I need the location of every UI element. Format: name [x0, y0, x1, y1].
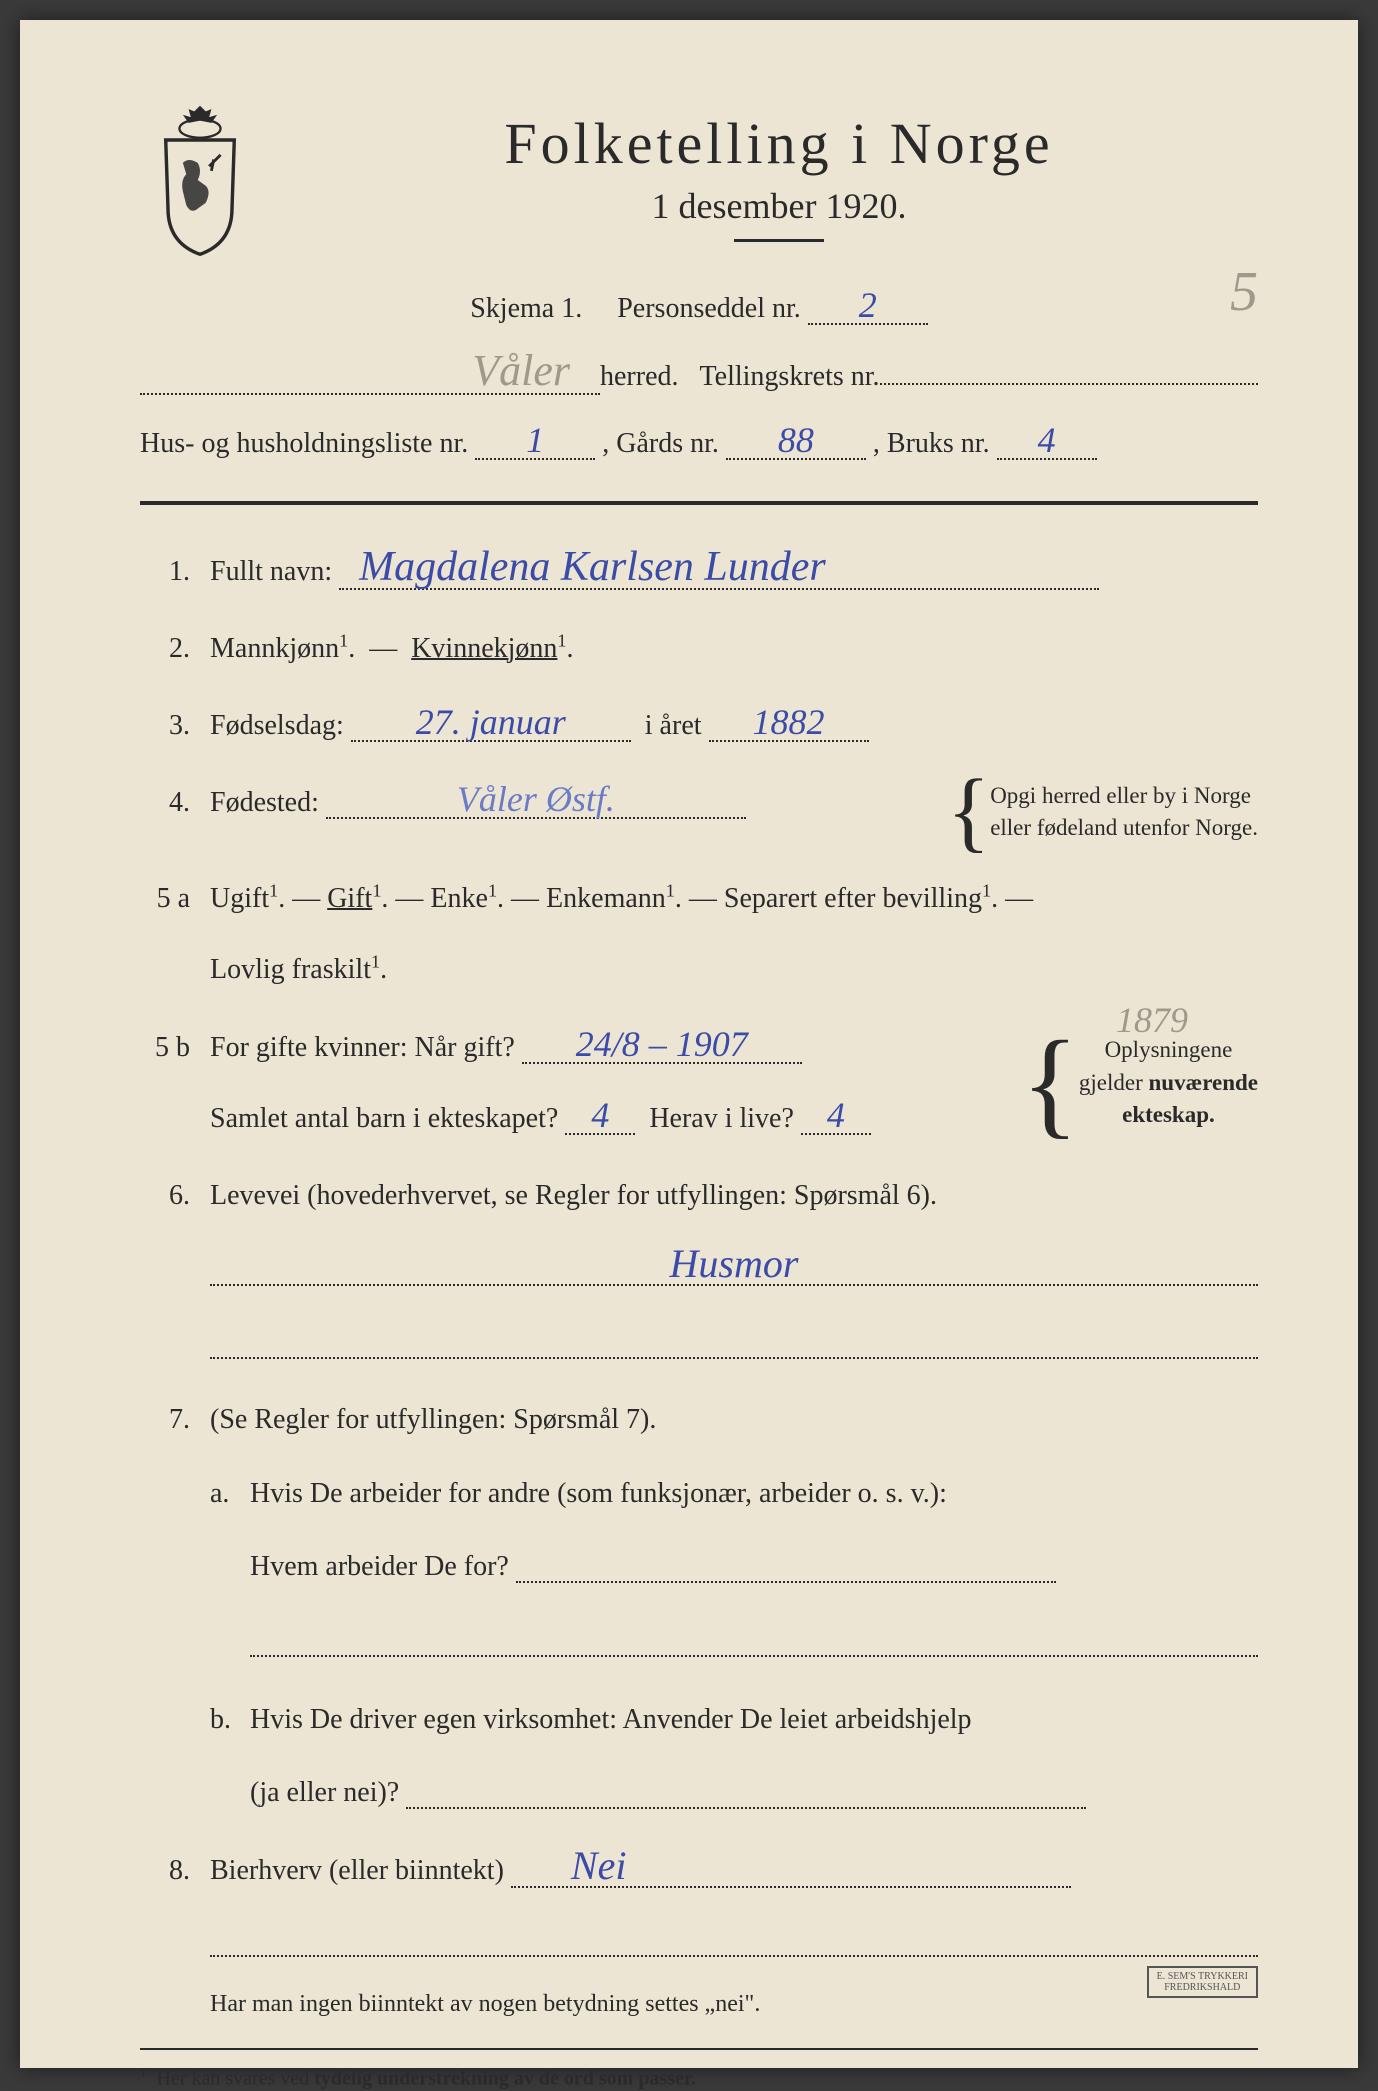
personseddel-label: Personseddel nr. — [617, 293, 801, 324]
q7b-label: b. — [210, 1693, 250, 1819]
pencil-year: 1879 — [1116, 986, 1188, 1054]
q5b-label1: For gifte kvinner: Når gift? — [210, 1032, 515, 1063]
q7b-text: Hvis De driver egen virksomhet: Anvender… — [250, 1693, 1258, 1746]
gards-label: , Gårds nr. — [602, 428, 719, 459]
q8-num: 8. — [140, 1844, 210, 1967]
census-form-page: Folketelling i Norge 1 desember 1920. Sk… — [20, 20, 1358, 2068]
printer-stamp: E. SEM'S TRYKKERI FREDRIKSHALD — [1147, 1966, 1258, 1998]
main-title: Folketelling i Norge — [300, 110, 1258, 177]
q4-note1: Opgi herred eller by i Norge — [990, 780, 1258, 812]
q4-value: Våler Østf. — [457, 779, 615, 819]
brace-icon: { — [947, 776, 990, 848]
q4-row: 4. Fødested: Våler Østf. { Opgi herred e… — [140, 776, 1258, 848]
q8-label: Bierhverv (eller biinntekt) — [210, 1855, 504, 1886]
q5a-row: 5 a Ugift1. — Gift1. — Enke1. — Enkemann… — [140, 872, 1258, 996]
q7a-label: a. — [210, 1467, 250, 1668]
q1-label: Fullt navn: — [210, 556, 332, 587]
q5a-opts: Ugift1. — Gift1. — Enke1. — Enkemann1. —… — [210, 872, 1258, 925]
census-date: 1 desember 1920. — [300, 185, 1258, 227]
title-divider — [734, 239, 824, 242]
husliste-line: Hus- og husholdningsliste nr. 1 , Gårds … — [140, 417, 1258, 470]
q7-intro: (Se Regler for utfyllingen: Spørsmål 7). — [210, 1393, 1258, 1446]
divider-bottom — [140, 2048, 1258, 2050]
q7-num: 7. — [140, 1393, 210, 1819]
skjema-line: Skjema 1. Personseddel nr. 2 — [140, 282, 1258, 335]
skjema-label: Skjema 1. — [470, 293, 582, 324]
footnote: 1 Her kan svares ved tydelig understrekn… — [140, 2065, 1258, 2091]
herred-name: Våler — [472, 346, 570, 395]
q1-num: 1. — [140, 545, 210, 598]
herred-line: Våler herred. Tellingskrets nr. — [140, 349, 1258, 403]
q6-row: 6. Levevei (hovederhvervet, se Regler fo… — [140, 1169, 1258, 1370]
q4-label: Fødested: — [210, 787, 319, 818]
q4-note2: eller fødeland utenfor Norge. — [990, 812, 1258, 844]
q3-year: 1882 — [753, 702, 825, 742]
herred-label: herred. — [600, 350, 679, 403]
q8-row: 8. Bierhverv (eller biinntekt) Nei — [140, 1844, 1258, 1967]
q7b-q: (ja eller nei)? — [250, 1777, 399, 1808]
tellingskrets-label: Tellingskrets nr. — [700, 350, 880, 403]
q5b-children: 4 — [591, 1095, 609, 1135]
q2-mannkjonn: Mannkjønn — [210, 633, 339, 664]
q5b-label3: Herav i live? — [649, 1103, 794, 1134]
q5b-date: 24/8 – 1907 — [576, 1024, 748, 1064]
q2-num: 2. — [140, 622, 210, 675]
q6-num: 6. — [140, 1169, 210, 1370]
pencil-krets-nr: 5 — [1230, 260, 1258, 324]
q1-value: Magdalena Karlsen Lunder — [359, 544, 826, 590]
bruks-nr: 4 — [1038, 420, 1056, 460]
bruks-label: , Bruks nr. — [873, 428, 990, 459]
q8-value: Nei — [571, 1843, 627, 1888]
divider-top — [140, 501, 1258, 505]
coat-of-arms-icon — [140, 100, 260, 260]
form-metadata: Skjema 1. Personseddel nr. 2 Våler herre… — [140, 282, 1258, 471]
footer-note: Har man ingen biinntekt av nogen betydni… — [210, 1991, 1258, 2018]
q7-row: 7. (Se Regler for utfyllingen: Spørsmål … — [140, 1393, 1258, 1819]
q7a-q: Hvem arbeider De for? — [250, 1551, 509, 1582]
q7a-text: Hvis De arbeider for andre (som funksjon… — [250, 1467, 1258, 1520]
brace-icon: { — [1021, 1035, 1079, 1131]
q5a-opts2: Lovlig fraskilt1. — [210, 943, 1258, 996]
q3-num: 3. — [140, 699, 210, 752]
q2-row: 2. Mannkjønn1. — Kvinnekjønn1. — [140, 622, 1258, 675]
q3-row: 3. Fødselsdag: 27. januar i året 1882 — [140, 699, 1258, 752]
q5b-note2: gjelder nuværende — [1079, 1067, 1258, 1099]
q3-year-label: i året — [645, 710, 702, 741]
q5a-num: 5 a — [140, 872, 210, 996]
q1-row: 1. Fullt navn: Magdalena Karlsen Lunder — [140, 545, 1258, 598]
personseddel-nr: 2 — [859, 285, 877, 325]
q4-note: Opgi herred eller by i Norge eller fødel… — [990, 780, 1258, 844]
q5b-note3: ekteskap. — [1079, 1099, 1258, 1131]
q5b-row: 5 b For gifte kvinner: Når gift? 24/8 – … — [140, 1021, 1258, 1145]
header: Folketelling i Norge 1 desember 1920. — [140, 110, 1258, 272]
stamp-line2: FREDRIKSHALD — [1157, 1982, 1248, 1993]
q4-num: 4. — [140, 776, 210, 848]
q2-kvinnekjonn: Kvinnekjønn — [411, 633, 557, 664]
q6-label: Levevei (hovederhvervet, se Regler for u… — [210, 1169, 1258, 1222]
q3-day: 27. januar — [416, 702, 566, 742]
q6-value: Husmor — [670, 1241, 799, 1286]
q5b-alive: 4 — [827, 1095, 845, 1135]
q5b-label2: Samlet antal barn i ekteskapet? — [210, 1103, 558, 1134]
husliste-nr: 1 — [526, 420, 544, 460]
gards-nr: 88 — [778, 420, 814, 460]
title-block: Folketelling i Norge 1 desember 1920. — [300, 110, 1258, 272]
q5b-num: 5 b — [140, 1021, 210, 1145]
husliste-label: Hus- og husholdningsliste nr. — [140, 428, 468, 459]
stamp-line1: E. SEM'S TRYKKERI — [1157, 1971, 1248, 1982]
q3-label: Fødselsdag: — [210, 710, 344, 741]
